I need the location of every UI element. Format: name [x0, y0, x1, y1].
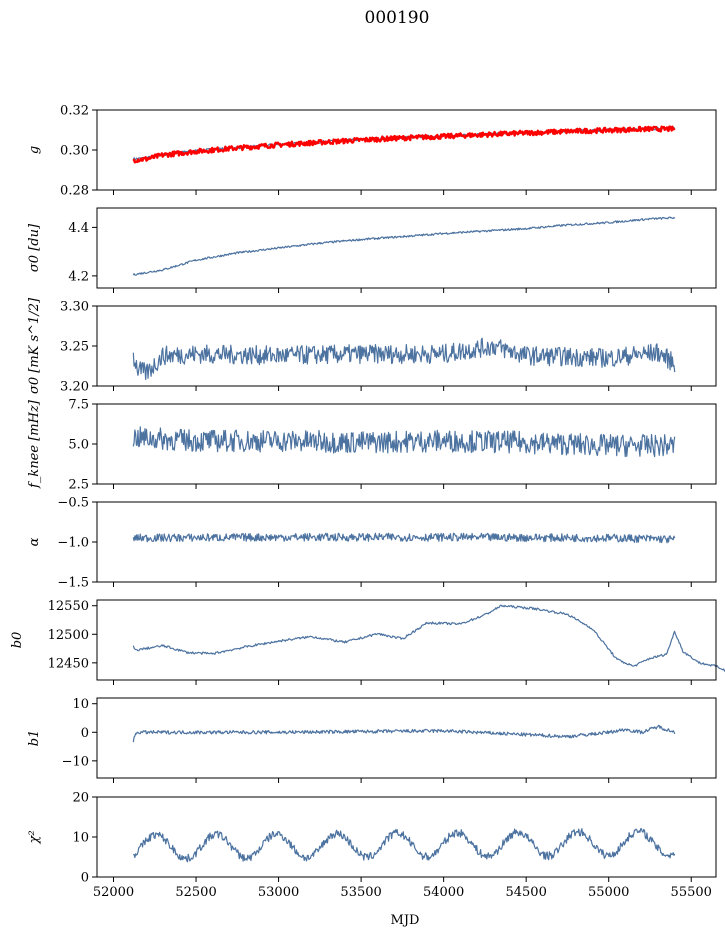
- y-tick-label: 3.25: [60, 340, 89, 355]
- y-axis-label: b1: [27, 730, 42, 747]
- axes-frame: [96, 697, 717, 779]
- series-line: [132, 337, 676, 381]
- series-line: [132, 604, 725, 672]
- y-tick-label: 4.4: [68, 221, 89, 236]
- panel-2: 4.2 4.4 σ0 [du]: [27, 207, 717, 293]
- y-axis-label: f_knee [mHz]: [27, 399, 42, 489]
- y-tick-label: 12500: [48, 628, 89, 643]
- y-tick-label: −1.5: [57, 576, 89, 591]
- y-tick-label: 3.30: [60, 300, 89, 315]
- y-tick-label: 0: [81, 871, 89, 886]
- y-tick-label: −1.0: [57, 536, 89, 551]
- y-axis-label: α: [27, 537, 42, 546]
- y-tick-label: 0.32: [60, 104, 89, 119]
- y-tick-label: 12450: [48, 656, 89, 671]
- axes-frame: [96, 599, 717, 681]
- x-tick-label: 55000: [588, 885, 629, 900]
- y-tick-label: −0.5: [57, 496, 89, 511]
- panel-5: −1.5 −1.0 −0.5 α: [27, 496, 717, 591]
- y-tick-label: 5.0: [68, 438, 89, 453]
- x-tick-label: 55500: [671, 885, 712, 900]
- y-axis-label: b0: [10, 632, 25, 649]
- panel-8: 0 10 20 52000 52500 53000 53500 54000 54500 55000…: [27, 791, 717, 900]
- axes-frame: [96, 501, 717, 583]
- x-tick-label: 53000: [258, 885, 299, 900]
- axes-frame: [96, 207, 717, 289]
- y-axis-label: σ0 [mK s^1/2]: [27, 297, 42, 394]
- series-line: [133, 828, 676, 863]
- y-tick-label: 10: [72, 831, 89, 846]
- y-tick-label: 0.30: [60, 144, 89, 159]
- series-line: [132, 532, 676, 544]
- y-tick-label: 0.28: [60, 184, 89, 199]
- series-line: [132, 426, 676, 458]
- y-tick-label: 7.5: [68, 398, 89, 413]
- y-tick-label: 2.5: [68, 478, 89, 493]
- panel-4: 2.5 5.0 7.5 f_knee [mHz]: [27, 398, 717, 493]
- x-axis-label: MJD: [391, 913, 420, 928]
- panel-1: 0.28 0.30 0.32 g: [27, 104, 717, 199]
- x-tick-label: 52500: [175, 885, 216, 900]
- x-tick-label: 52000: [93, 885, 134, 900]
- y-axis-label: g: [27, 146, 42, 154]
- y-tick-label: 12550: [48, 599, 89, 614]
- y-tick-label: 20: [72, 791, 89, 806]
- fit-line: [132, 125, 676, 164]
- y-tick-label: 3.20: [60, 380, 89, 395]
- y-tick-label: −10: [62, 754, 89, 769]
- y-tick-label: 4.2: [68, 269, 89, 284]
- x-tick-label: 54000: [423, 885, 464, 900]
- panel-3: 3.20 3.25 3.30 σ0 [mK s^1/2]: [27, 297, 717, 395]
- panel-7: −10 0 10 b1: [27, 697, 717, 783]
- y-axis-label: χ²: [27, 830, 42, 844]
- x-tick-label: 53500: [340, 885, 381, 900]
- panel-6: 12450 12500 12550 b0: [10, 599, 725, 685]
- x-tick-label: 54500: [505, 885, 546, 900]
- panels: 0.28 0.30 0.32 g 4.2 4.4 σ0 [du] 3.20 3.25 3.30 σ0…: [10, 104, 725, 900]
- y-axis-label: σ0 [du]: [27, 223, 42, 272]
- series-line: [132, 724, 676, 743]
- figure-title: 000190: [365, 8, 430, 28]
- y-tick-label: 10: [72, 697, 89, 712]
- y-tick-label: 0: [81, 726, 89, 741]
- series-line: [132, 216, 676, 276]
